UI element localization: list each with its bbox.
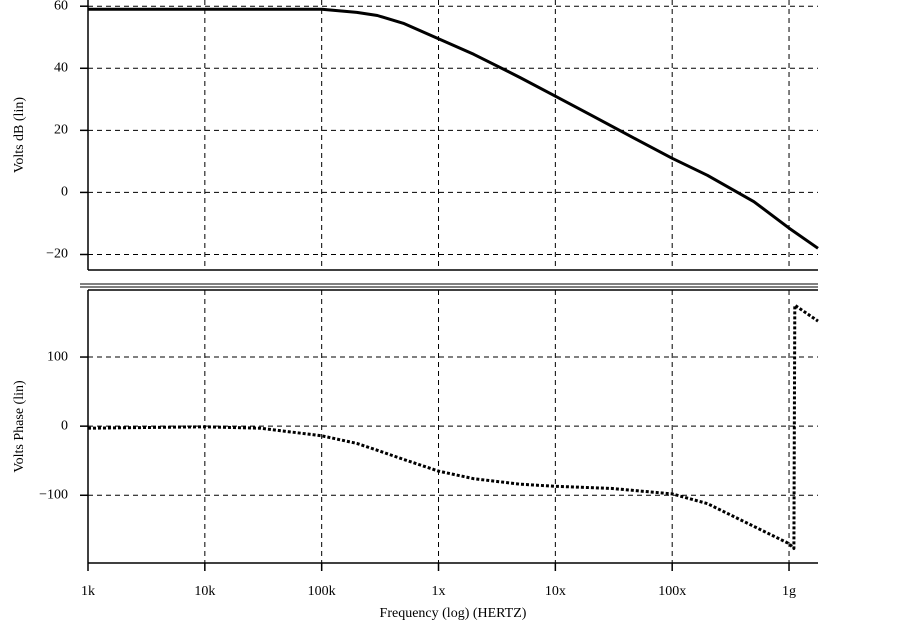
- x-tick-label: 10x: [545, 584, 566, 599]
- series-line: [87, 303, 819, 550]
- y-tick-label: −20: [46, 247, 68, 262]
- series-line: [88, 7, 819, 250]
- y-tick-label: 40: [54, 60, 68, 75]
- x-tick-label: 1x: [432, 584, 446, 599]
- y-tick-label: 60: [54, 0, 68, 13]
- y-tick-label: 100: [47, 349, 68, 364]
- x-axis-label: Frequency (log) (HERTZ): [380, 606, 527, 621]
- y-tick-label: −100: [39, 487, 68, 502]
- y-tick-label: 0: [61, 185, 68, 200]
- x-tick-label: 1k: [81, 584, 95, 599]
- x-tick-label: 10k: [194, 584, 215, 599]
- x-tick-label: 100x: [658, 584, 686, 599]
- x-tick-label: 1g: [782, 584, 796, 599]
- y-tick-label: 0: [61, 418, 68, 433]
- y-axis-label: Volts dB (lin): [12, 97, 27, 173]
- y-axis-label: Volts Phase (lin): [12, 380, 27, 473]
- y-tick-label: 20: [54, 123, 68, 138]
- x-tick-label: 100k: [308, 584, 336, 599]
